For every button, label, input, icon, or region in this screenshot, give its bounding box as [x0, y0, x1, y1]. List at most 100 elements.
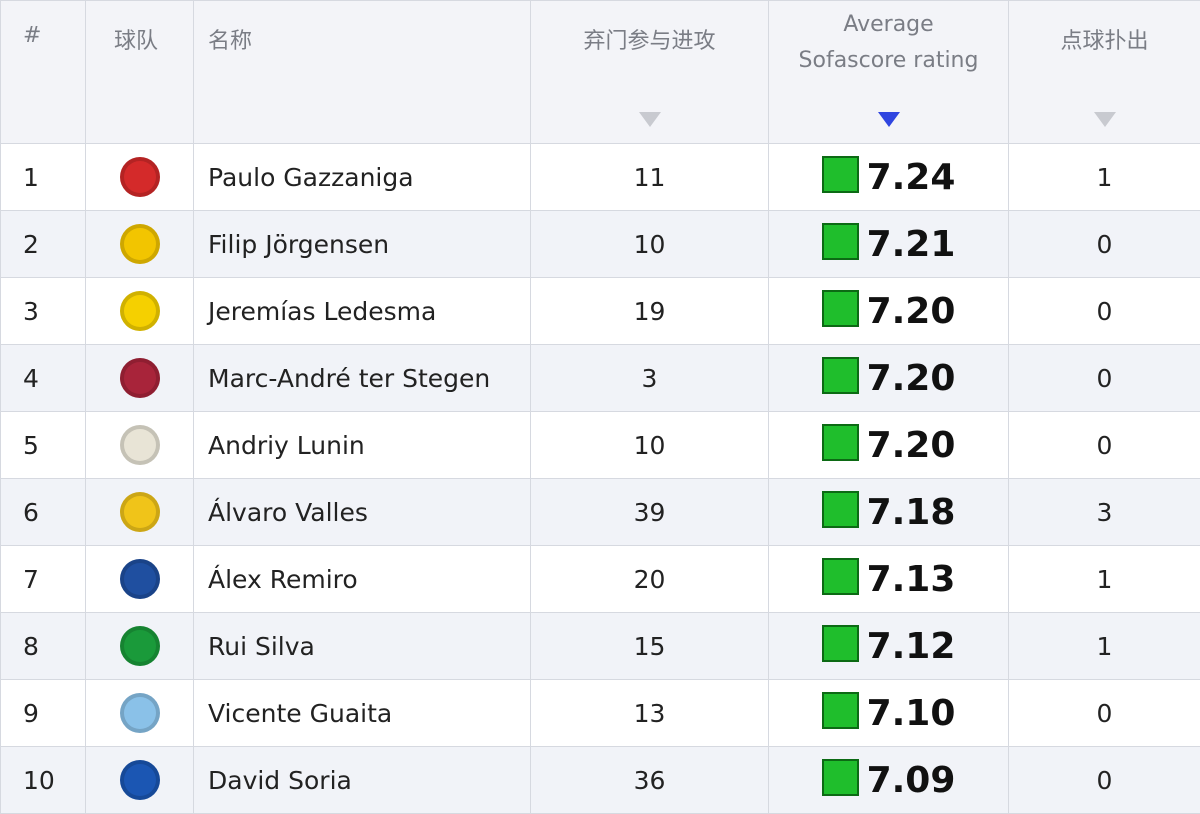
- rank-cell: 4: [1, 345, 86, 412]
- rating-cell: 7.20: [769, 345, 1009, 412]
- rank-cell: 9: [1, 680, 86, 747]
- rating-cell: 7.20: [769, 412, 1009, 479]
- rating-value: 7.18: [867, 492, 956, 533]
- rating-cell: 7.09: [769, 747, 1009, 814]
- stat-cell: 10: [531, 412, 769, 479]
- getafe-crest-icon: [120, 760, 160, 800]
- table-row[interactable]: 5 Andriy Lunin 10 7.20 0: [1, 412, 1200, 479]
- rating-badge-icon: [822, 692, 859, 729]
- rating-value: 7.24: [867, 157, 956, 198]
- rating-badge-icon: [822, 424, 859, 461]
- stat-cell: 3: [531, 345, 769, 412]
- rank-cell: 2: [1, 211, 86, 278]
- rating-cell: 7.20: [769, 278, 1009, 345]
- penalties-cell: 0: [1009, 278, 1200, 345]
- rating-cell: 7.10: [769, 680, 1009, 747]
- rating-cell: 7.13: [769, 546, 1009, 613]
- rating-value: 7.20: [867, 358, 956, 399]
- girona-crest-icon: [120, 157, 160, 197]
- rating-cell: 7.21: [769, 211, 1009, 278]
- team-cell: [86, 747, 194, 814]
- team-header-label: 球队: [114, 29, 158, 54]
- table-row[interactable]: 3 Jeremías Ledesma 19 7.20 0: [1, 278, 1200, 345]
- player-name[interactable]: Filip Jörgensen: [194, 211, 531, 278]
- team-cell: [86, 144, 194, 211]
- rating-value: 7.13: [867, 559, 956, 600]
- rating-cell: 7.24: [769, 144, 1009, 211]
- penalties-cell: 1: [1009, 144, 1200, 211]
- rating-value: 7.09: [867, 760, 956, 801]
- player-name[interactable]: Paulo Gazzaniga: [194, 144, 531, 211]
- player-name[interactable]: Marc-André ter Stegen: [194, 345, 531, 412]
- stat-cell: 13: [531, 680, 769, 747]
- sort-arrow-icon[interactable]: [1094, 112, 1116, 127]
- stat-cell: 39: [531, 479, 769, 546]
- rating-value: 7.21: [867, 224, 956, 265]
- column-penalties[interactable]: 点球扑出: [1009, 1, 1200, 144]
- villarreal-crest-icon: [120, 224, 160, 264]
- column-team: 球队: [86, 1, 194, 144]
- team-cell: [86, 345, 194, 412]
- sort-arrow-active-icon[interactable]: [878, 112, 900, 127]
- penalties-cell: 0: [1009, 345, 1200, 412]
- team-cell: [86, 546, 194, 613]
- player-name[interactable]: David Soria: [194, 747, 531, 814]
- player-name[interactable]: Álvaro Valles: [194, 479, 531, 546]
- stat-cell: 15: [531, 613, 769, 680]
- rating-badge-icon: [822, 357, 859, 394]
- stat-cell: 10: [531, 211, 769, 278]
- table-row[interactable]: 7 Álex Remiro 20 7.13 1: [1, 546, 1200, 613]
- player-name[interactable]: Jeremías Ledesma: [194, 278, 531, 345]
- player-name[interactable]: Andriy Lunin: [194, 412, 531, 479]
- penalties-cell: 0: [1009, 680, 1200, 747]
- team-cell: [86, 479, 194, 546]
- real-betis-crest-icon: [120, 626, 160, 666]
- penalties-cell: 0: [1009, 412, 1200, 479]
- rating-badge-icon: [822, 491, 859, 528]
- sort-arrow-icon[interactable]: [639, 112, 661, 127]
- rating-cell: 7.18: [769, 479, 1009, 546]
- rating-cell: 7.12: [769, 613, 1009, 680]
- stat-cell: 19: [531, 278, 769, 345]
- team-cell: [86, 278, 194, 345]
- penalties-cell: 0: [1009, 747, 1200, 814]
- rank-cell: 7: [1, 546, 86, 613]
- player-name[interactable]: Álex Remiro: [194, 546, 531, 613]
- las-palmas-crest-icon: [120, 492, 160, 532]
- rank-cell: 5: [1, 412, 86, 479]
- rating-value: 7.12: [867, 626, 956, 667]
- table-row[interactable]: 6 Álvaro Valles 39 7.18 3: [1, 479, 1200, 546]
- barcelona-crest-icon: [120, 358, 160, 398]
- rank-cell: 1: [1, 144, 86, 211]
- stat-cell: 20: [531, 546, 769, 613]
- player-name[interactable]: Rui Silva: [194, 613, 531, 680]
- team-cell: [86, 613, 194, 680]
- column-errors[interactable]: 弃门参与进攻: [531, 1, 769, 144]
- table-row[interactable]: 1 Paulo Gazzaniga 11 7.24 1: [1, 144, 1200, 211]
- rank-header-label: #: [23, 23, 85, 48]
- rating-badge-icon: [822, 223, 859, 260]
- stat-cell: 36: [531, 747, 769, 814]
- table-row[interactable]: 8 Rui Silva 15 7.12 1: [1, 613, 1200, 680]
- rating-badge-icon: [822, 156, 859, 193]
- rating-badge-icon: [822, 558, 859, 595]
- team-cell: [86, 211, 194, 278]
- rating-value: 7.20: [867, 425, 956, 466]
- penalties-header-label: 点球扑出: [1009, 23, 1200, 55]
- table-row[interactable]: 10 David Soria 36 7.09 0: [1, 747, 1200, 814]
- table-row[interactable]: 9 Vicente Guaita 13 7.10 0: [1, 680, 1200, 747]
- rating-badge-icon: [822, 625, 859, 662]
- real-sociedad-crest-icon: [120, 559, 160, 599]
- name-header-label: 名称: [208, 29, 252, 54]
- rank-cell: 3: [1, 278, 86, 345]
- rank-cell: 6: [1, 479, 86, 546]
- rating-badge-icon: [822, 290, 859, 327]
- table-row[interactable]: 4 Marc-André ter Stegen 3 7.20 0: [1, 345, 1200, 412]
- table-row[interactable]: 2 Filip Jörgensen 10 7.21 0: [1, 211, 1200, 278]
- rank-cell: 10: [1, 747, 86, 814]
- player-name[interactable]: Vicente Guaita: [194, 680, 531, 747]
- column-name: 名称: [194, 1, 531, 144]
- rating-badge-icon: [822, 759, 859, 796]
